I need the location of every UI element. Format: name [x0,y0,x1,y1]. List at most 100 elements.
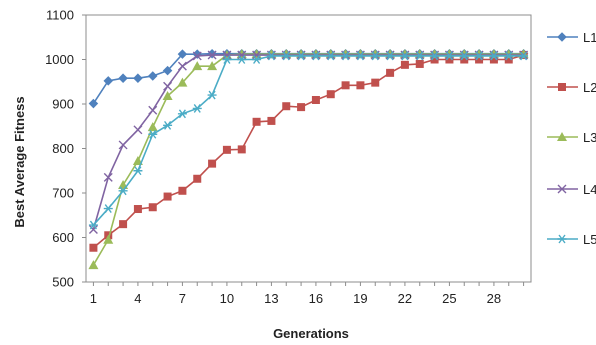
data-point [148,203,157,212]
data-point [355,51,365,61]
data-point [162,65,173,76]
data-point [88,260,99,270]
series-line [92,53,524,266]
data-point [326,51,336,61]
data-point [103,204,113,213]
data-point [207,50,217,60]
data-point [558,83,566,91]
legend: L1 L2 L3 L4 L5 [547,30,596,247]
data-point [296,51,306,61]
x-tick-label: 19 [353,291,367,306]
data-point [252,55,262,64]
data-point [192,61,203,71]
data-point [430,55,439,64]
x-tick-label: 16 [309,291,323,306]
series-l2 [89,51,528,252]
data-point [133,166,143,176]
data-point [177,109,187,119]
data-point [311,51,321,61]
data-point [267,116,276,125]
data-point [252,117,261,126]
series-line [92,54,524,249]
data-point [252,50,262,60]
data-point [147,71,158,81]
data-point [400,60,409,69]
data-point [341,51,351,61]
data-point [163,81,173,91]
data-point [504,51,514,61]
data-point [415,59,424,68]
data-point [118,179,129,189]
x-tick-label: 25 [442,291,456,306]
legend-label: L4 [583,182,596,197]
data-point [119,220,128,229]
data-point [341,81,350,90]
legend-item-l4: L4 [547,182,596,197]
legend-item-l5: L5 [547,232,596,247]
data-point [207,90,217,100]
data-point [237,55,247,64]
data-point [519,51,529,61]
data-point [193,174,202,183]
data-point [282,102,291,111]
series-l5 [88,51,529,230]
data-point [445,55,454,64]
series-line [92,54,524,230]
data-point [222,50,232,60]
data-point [237,50,247,60]
x-axis-title: Generations [273,326,349,341]
data-point [237,145,246,154]
data-point [386,68,395,77]
data-point [103,172,113,182]
data-point [192,51,202,61]
y-axis: 500 600 700 800 900 1000 1100 [45,8,86,290]
data-point [474,51,484,61]
data-point [103,234,114,244]
x-tick-label: 28 [487,291,501,306]
data-point [89,243,98,252]
data-point [297,103,306,112]
data-point [177,61,187,71]
data-point [133,205,142,214]
data-point [400,51,410,61]
data-point [177,77,188,87]
x-tick-label: 7 [179,291,186,306]
data-point [88,224,98,234]
data-point [557,132,567,141]
legend-label: L1 [583,30,596,45]
legend-item-l1: L1 [547,30,596,45]
y-tick-label: 900 [52,97,74,112]
series-l4 [88,50,529,234]
data-point [148,105,158,115]
legend-label: L5 [583,232,596,247]
data-point [281,51,291,61]
data-point [88,220,98,230]
data-point [557,234,567,244]
data-point [266,51,276,61]
data-point [222,145,231,154]
data-point [178,186,187,195]
x-tick-label: 4 [134,291,141,306]
legend-label: L3 [583,130,596,145]
y-tick-label: 1000 [45,52,74,67]
data-point [162,90,173,100]
y-tick-label: 500 [52,275,74,290]
data-point [118,73,128,83]
data-point [370,51,380,61]
data-point [385,51,395,61]
data-point [207,61,218,71]
data-point [133,125,143,135]
data-point [557,32,567,42]
data-point [118,140,128,150]
data-point [147,122,158,132]
data-point [163,120,173,130]
data-point [371,78,380,87]
x-axis: 1 4 7 10 13 16 19 22 25 28 [90,282,525,306]
legend-item-l3: L3 [547,130,596,145]
data-point [460,55,469,64]
data-point [557,184,567,194]
y-axis-title: Best Average Fitness [12,96,27,227]
data-point [326,90,335,99]
data-point [311,95,320,104]
